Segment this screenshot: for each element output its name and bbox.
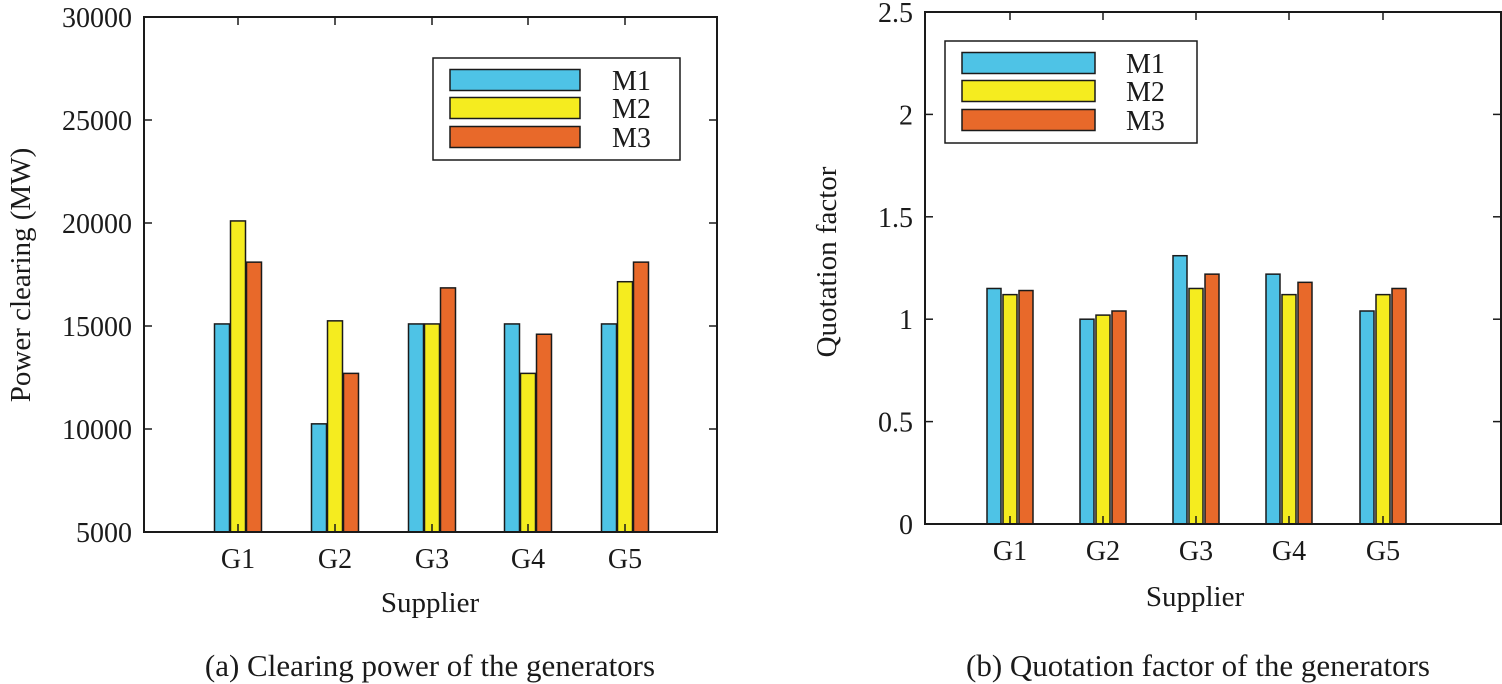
legend-label-m3: M3 bbox=[612, 123, 651, 154]
bar-m1-g1 bbox=[213, 323, 231, 533]
bar-m3-g3 bbox=[439, 287, 457, 533]
y-tick-label: 5000 bbox=[76, 518, 132, 549]
bar-m2-g2 bbox=[1095, 314, 1111, 525]
x-tick-label-g4: G4 bbox=[1272, 536, 1306, 567]
x-tick-label-g3: G3 bbox=[415, 544, 449, 575]
bar-m1-g3 bbox=[407, 323, 425, 533]
y-tick-label: 1 bbox=[899, 305, 913, 336]
x-axis-b: G1 G2 G3 G4 G5 bbox=[993, 12, 1400, 567]
x-tick-label-g5: G5 bbox=[608, 544, 642, 575]
bar-m3-g5 bbox=[632, 261, 650, 533]
x-tick-label-g1: G1 bbox=[221, 544, 255, 575]
plot-frame-b bbox=[924, 11, 1502, 525]
bar-m2-g1 bbox=[1002, 293, 1018, 525]
bar-m2-g4 bbox=[519, 372, 537, 533]
y-tick-label: 15000 bbox=[62, 312, 132, 343]
y-tick-label: 2.5 bbox=[878, 0, 913, 29]
chart-panel-a: 5000 10000 15000 20000 25000 30000 G1 G2 G3 G4 G5… bbox=[5, 3, 718, 683]
x-axis-label-a: Supplier bbox=[381, 587, 480, 619]
y-tick-label: 30000 bbox=[62, 3, 132, 34]
legend-label-m2: M2 bbox=[612, 94, 651, 125]
bar-m3-g4 bbox=[535, 333, 553, 533]
y-tick-label: 2 bbox=[899, 100, 913, 131]
legend-swatch-m2 bbox=[961, 79, 1096, 103]
y-tick-label: 0 bbox=[899, 510, 913, 541]
bar-m2-g5 bbox=[1375, 293, 1391, 525]
legend-label-m1: M1 bbox=[1126, 49, 1165, 80]
plot-frame-a bbox=[143, 16, 718, 533]
bars-group-b bbox=[986, 254, 1407, 525]
bar-m1-g2 bbox=[310, 423, 328, 533]
bar-m1-g4 bbox=[503, 323, 521, 533]
bar-m2-g2 bbox=[326, 320, 344, 533]
y-axis-b: 0 0.5 1 1.5 2 2.5 bbox=[878, 0, 1501, 541]
caption-a: (a) Clearing power of the generators bbox=[205, 648, 655, 683]
bar-m2-g3 bbox=[1188, 287, 1204, 525]
x-axis-label-b: Supplier bbox=[1146, 581, 1245, 613]
bar-m3-g4 bbox=[1297, 281, 1313, 525]
legend-label-m1: M1 bbox=[612, 66, 651, 97]
x-tick-label-g3: G3 bbox=[1179, 536, 1213, 567]
bar-m1-g4 bbox=[1265, 273, 1281, 525]
x-tick-label-g4: G4 bbox=[511, 544, 545, 575]
bar-m1-g1 bbox=[986, 287, 1002, 525]
bar-m1-g5 bbox=[600, 323, 618, 533]
y-tick-label: 25000 bbox=[62, 106, 132, 137]
legend-swatch-m3 bbox=[961, 108, 1096, 132]
caption-b: (b) Quotation factor of the generators bbox=[966, 648, 1430, 683]
bar-m3-g1 bbox=[245, 261, 263, 533]
x-tick-label-g1: G1 bbox=[993, 536, 1027, 567]
x-tick-label-g2: G2 bbox=[318, 544, 352, 575]
legend-swatch-m2 bbox=[449, 96, 581, 120]
bar-m2-g1 bbox=[229, 220, 247, 533]
legend-swatch-m3 bbox=[449, 125, 581, 149]
chart-panel-b: 0 0.5 1 1.5 2 2.5 G1 G2 G3 G4 G5 Supplier Quotati… bbox=[811, 0, 1502, 683]
bar-m2-g3 bbox=[423, 323, 441, 533]
y-tick-label: 10000 bbox=[62, 415, 132, 446]
bars-group-a bbox=[213, 220, 650, 533]
y-axis-label-a: Power clearing (MW) bbox=[5, 148, 37, 402]
legend-swatch-m1 bbox=[961, 51, 1096, 75]
bar-m3-g2 bbox=[342, 372, 360, 533]
x-tick-label-g2: G2 bbox=[1086, 536, 1120, 567]
bar-m2-g5 bbox=[616, 280, 634, 533]
y-tick-label: 20000 bbox=[62, 209, 132, 240]
legend-label-m2: M2 bbox=[1126, 77, 1165, 108]
bar-m3-g2 bbox=[1111, 310, 1127, 525]
bar-m1-g3 bbox=[1172, 254, 1188, 525]
y-axis-label-b: Quotation factor bbox=[811, 166, 843, 357]
y-axis-a: 5000 10000 15000 20000 25000 30000 bbox=[62, 3, 717, 549]
y-tick-label: 0.5 bbox=[878, 408, 913, 439]
bar-m1-g2 bbox=[1079, 318, 1095, 525]
bar-m3-g3 bbox=[1204, 273, 1220, 525]
bar-m1-g5 bbox=[1359, 310, 1375, 525]
legend-swatch-m1 bbox=[449, 68, 581, 92]
y-tick-label: 1.5 bbox=[878, 203, 913, 234]
x-tick-label-g5: G5 bbox=[1366, 536, 1400, 567]
bar-m3-g1 bbox=[1018, 289, 1034, 525]
x-axis-a: G1 G2 G3 G4 G5 bbox=[221, 17, 642, 575]
bar-m3-g5 bbox=[1391, 287, 1407, 525]
bar-m2-g4 bbox=[1281, 293, 1297, 525]
legend-label-m3: M3 bbox=[1126, 106, 1165, 137]
